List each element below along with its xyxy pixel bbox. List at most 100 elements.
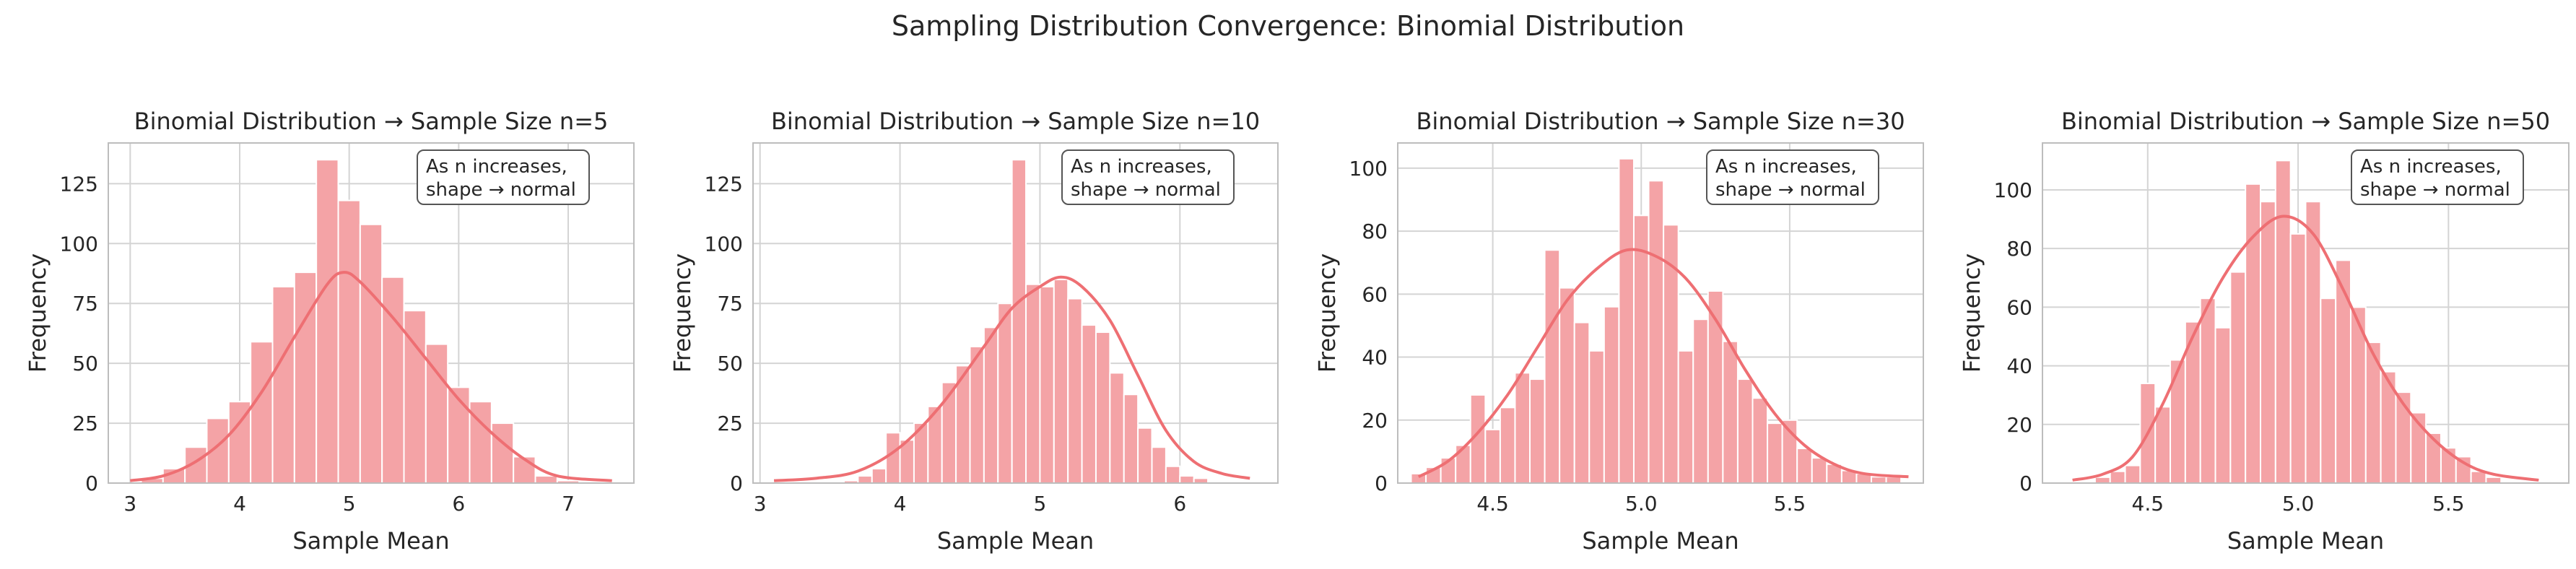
y-tick-label: 0 [2019, 472, 2032, 495]
histogram-bar [1871, 476, 1887, 484]
histogram-bar [1067, 297, 1083, 485]
histogram-bar [2214, 326, 2232, 484]
histogram-bar [2485, 476, 2502, 485]
y-tick-label: 125 [705, 172, 743, 196]
histogram-bar [1455, 444, 1471, 485]
histogram-bar [2335, 259, 2351, 484]
histogram-bar [1573, 321, 1591, 485]
histogram-bar [2470, 470, 2487, 484]
histogram-bar [1618, 157, 1635, 485]
histogram-bar [1736, 378, 1754, 484]
histogram-bar [513, 456, 536, 485]
y-tick-label: 50 [717, 352, 743, 375]
histogram-bar [1544, 249, 1561, 484]
histogram-bar [857, 475, 873, 485]
y-axis-label: Frequency [1313, 253, 1341, 373]
annotation-text: As n increases, [1715, 156, 1857, 178]
kde-curve [130, 271, 612, 482]
subplot-3: 0 20 40 60 80 100 4.5 5.0 5.5 Binomial Distributi… [1313, 108, 1924, 555]
histogram-bar [969, 345, 985, 484]
y-tick-label: 80 [2006, 237, 2032, 261]
histogram-bar [1588, 349, 1605, 485]
histogram-bar [2094, 476, 2111, 485]
histogram-bar [1648, 180, 1665, 484]
histogram-bar [1109, 372, 1125, 485]
histogram-bar [1752, 397, 1769, 484]
histogram-bar [2124, 464, 2141, 485]
histogram-bar [250, 341, 274, 485]
annotation-text: As n increases, [1071, 156, 1212, 178]
histogram-bar [885, 432, 901, 485]
y-tick-label: 20 [1362, 409, 1388, 433]
y-tick-label: 100 [1349, 157, 1388, 181]
histogram-bar [2320, 297, 2337, 484]
x-tick-label: 5.0 [2282, 492, 2315, 516]
annotation-text: As n increases, [426, 156, 567, 178]
annotation-box [2351, 149, 2524, 205]
axes-frame [2042, 142, 2570, 484]
y-axis-label: Frequency [1958, 253, 1985, 373]
histogram-bar [1603, 305, 1620, 484]
y-tick-label: 25 [72, 412, 98, 435]
histogram-bar [1811, 457, 1828, 484]
y-axis-label: Frequency [24, 253, 51, 373]
y-tick-label: 25 [717, 412, 743, 435]
x-tick-label: 5.0 [1625, 492, 1658, 516]
histogram-bar [1529, 378, 1546, 484]
y-axis-label: Frequency [669, 253, 696, 373]
annotation-text: As n increases, [2360, 156, 2502, 178]
subplot-title: Binomial Distribution → Sample Size n=10 [771, 108, 1260, 135]
histogram-bar [2170, 359, 2186, 484]
x-axis-label: Sample Mean [292, 527, 449, 555]
histogram-bar [534, 475, 558, 485]
histogram-bar [1722, 340, 1739, 484]
histogram-bar [316, 159, 339, 484]
annotation-text: shape → normal [1715, 179, 1866, 201]
histogram-bar [2274, 160, 2292, 485]
y-tick-label: 100 [1994, 178, 2032, 202]
subplot-title: Binomial Distribution → Sample Size n=50 [2061, 108, 2550, 135]
y-tick-label: 0 [730, 472, 743, 495]
histogram-bar [271, 286, 295, 484]
axes-frame [1397, 142, 1924, 484]
histogram-bar [2199, 297, 2216, 484]
histogram-bar [2229, 271, 2247, 484]
histogram-bar [997, 303, 1013, 484]
x-tick-label: 4 [233, 492, 246, 516]
histogram-bar [1137, 427, 1153, 484]
histogram-bar [1151, 446, 1167, 484]
histogram-bar [359, 223, 383, 484]
histogram-bar [1499, 407, 1516, 484]
x-tick-label: 6 [452, 492, 465, 516]
x-tick-label: 5 [343, 492, 356, 516]
subplot-1: 0 25 50 75 100 125 3 4 5 6 7 Binomial Distribution … [24, 108, 635, 555]
x-tick-label: 5.5 [1774, 492, 1806, 516]
axes-frame [752, 142, 1279, 484]
subplot-4: 0 20 40 60 80 100 4.5 5.0 5.5 Binomial Distributi… [1958, 108, 2570, 555]
histogram-bar [1081, 324, 1097, 484]
kde-curve [1417, 248, 1909, 479]
x-tick-label: 6 [1173, 492, 1186, 516]
y-tick-label: 100 [705, 232, 743, 256]
annotation-text: shape → normal [1071, 179, 1221, 201]
histogram-bar [2245, 183, 2262, 485]
y-tick-label: 60 [1362, 282, 1388, 306]
annotation-box [1706, 149, 1879, 205]
subplot-title: Binomial Distribution → Sample Size n=5 [134, 108, 609, 135]
histogram-bar [1025, 283, 1041, 484]
annotation-box [417, 149, 590, 205]
y-tick-label: 0 [85, 472, 98, 495]
y-tick-label: 40 [2006, 355, 2032, 378]
histogram-bar [1559, 287, 1575, 484]
histogram-bar [1011, 159, 1027, 484]
histogram-bar [2289, 233, 2307, 484]
histogram-bar [1692, 318, 1709, 484]
subplot-2: 0 25 50 75 100 125 3 4 5 6 Binomial Distribution →… [669, 108, 1279, 555]
x-tick-label: 7 [562, 492, 575, 516]
annotation-text: shape → normal [2360, 179, 2510, 201]
subplot-title: Binomial Distribution → Sample Size n=30 [1416, 108, 1905, 135]
histogram-bar [1039, 286, 1055, 484]
x-tick-label: 5.5 [2432, 492, 2465, 516]
axes-frame [108, 142, 635, 484]
